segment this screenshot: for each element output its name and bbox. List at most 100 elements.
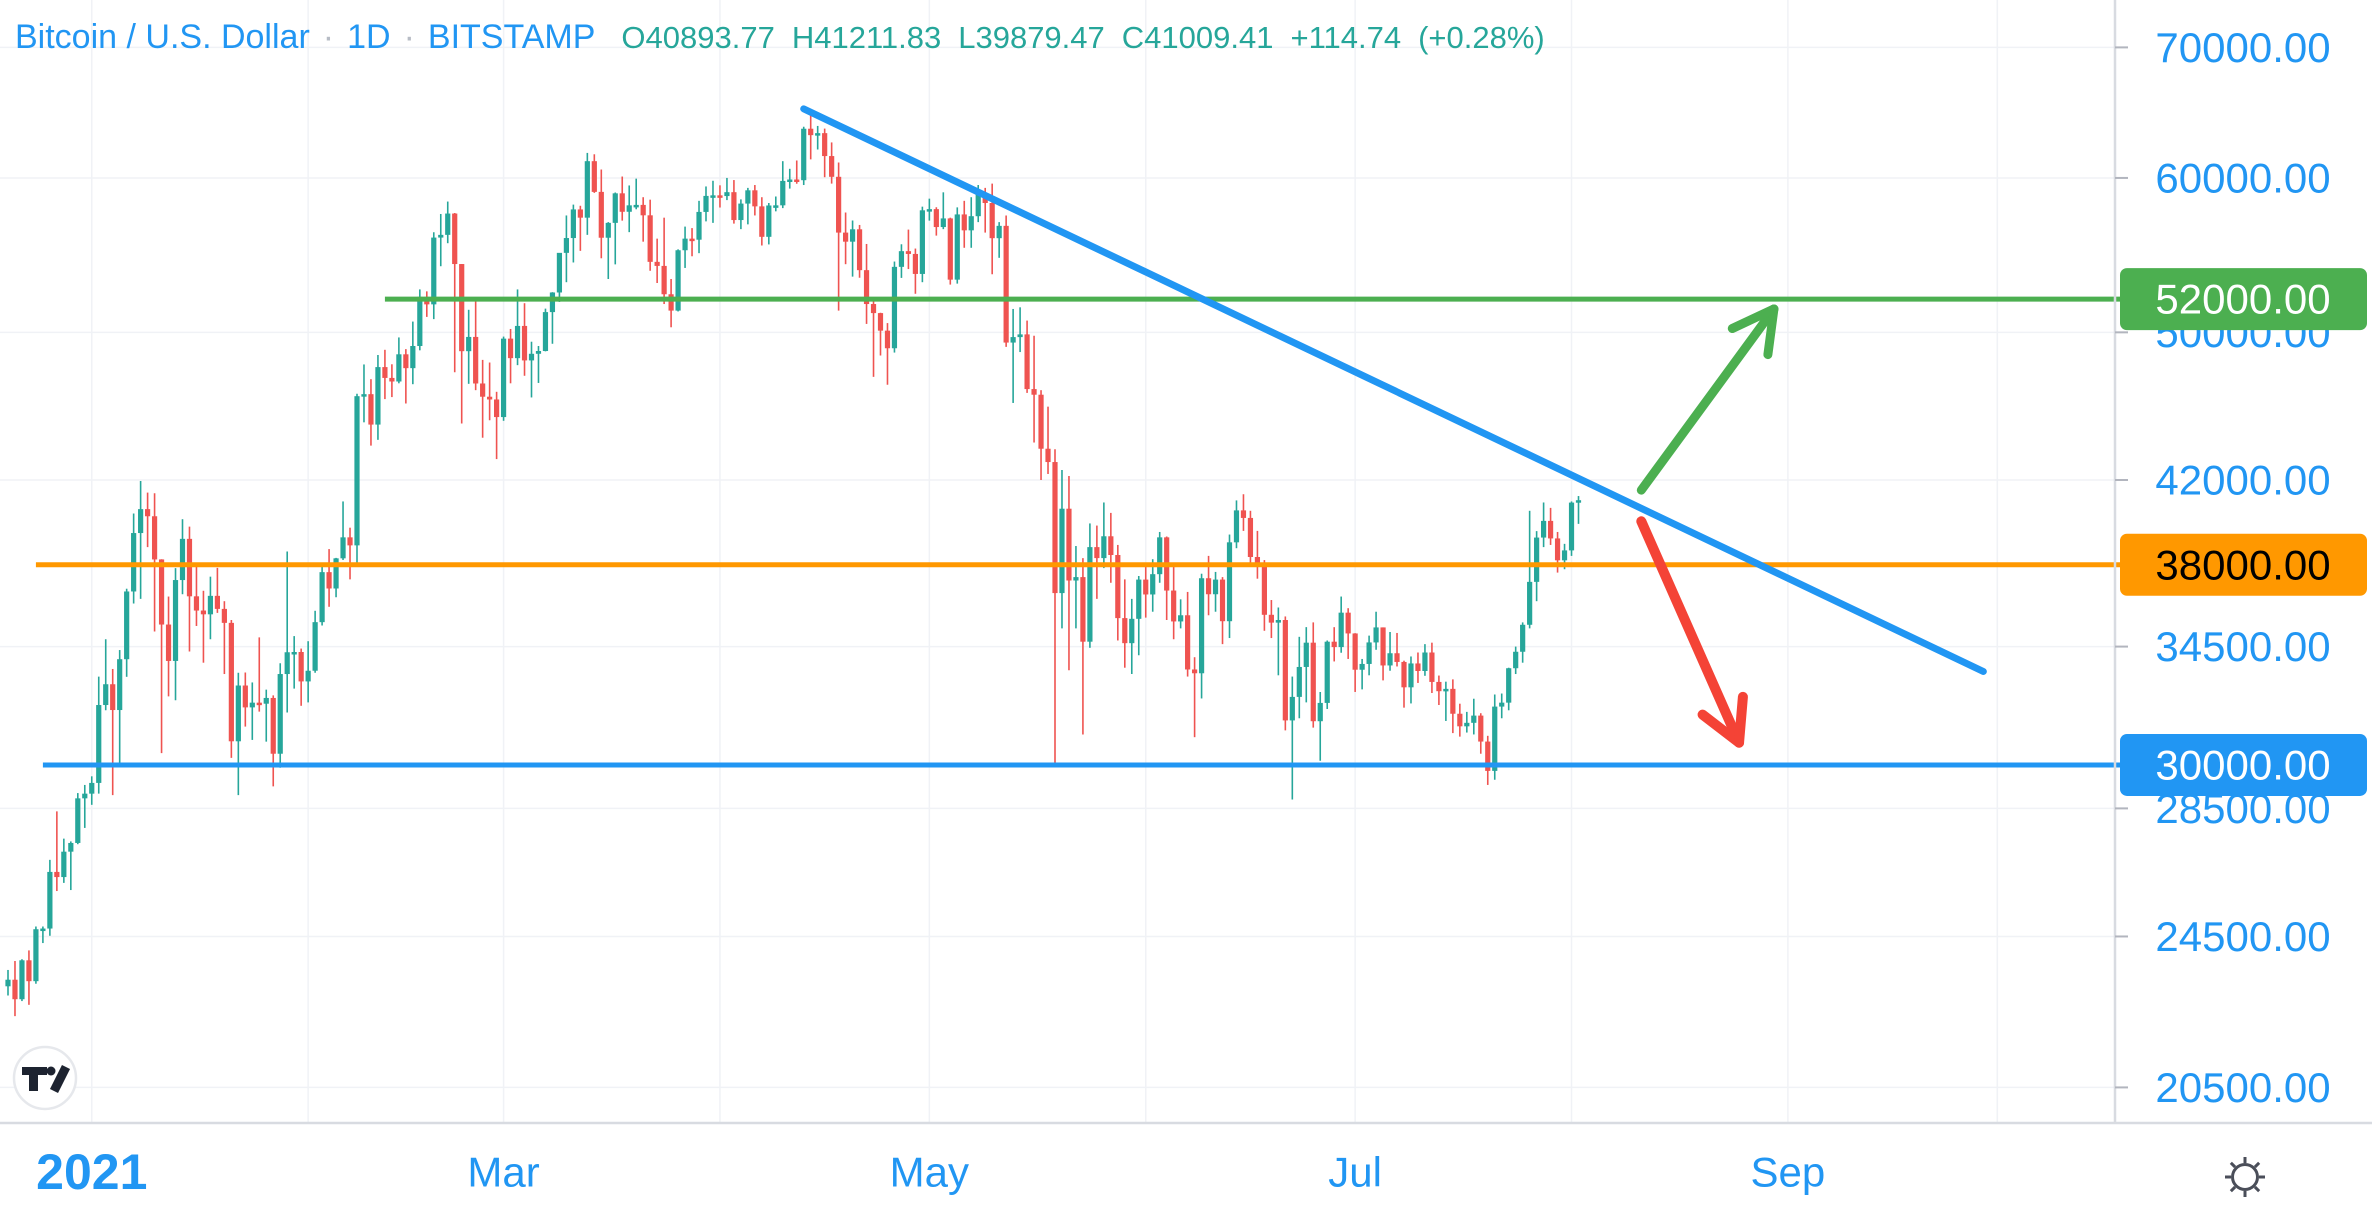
- candle-body: [1568, 502, 1575, 551]
- candle-body: [186, 538, 193, 597]
- candle-body: [1171, 590, 1177, 622]
- candle-body: [808, 128, 814, 136]
- price-axis-label: 24500.00: [2155, 913, 2330, 960]
- candle-body: [361, 394, 367, 397]
- candle-body: [1087, 547, 1093, 642]
- candle-body: [975, 193, 981, 217]
- candle-body: [291, 652, 297, 655]
- candle-body: [61, 851, 67, 878]
- candle-body: [89, 782, 95, 794]
- candle-body: [228, 622, 234, 742]
- candle-body: [689, 238, 695, 242]
- candle-body: [1534, 537, 1540, 582]
- symbol-title[interactable]: Bitcoin / U.S. Dollar: [15, 18, 310, 56]
- candle-body: [1219, 579, 1226, 622]
- candle-body: [1478, 715, 1484, 742]
- candle-body: [724, 192, 730, 197]
- candle-body: [640, 204, 646, 216]
- price-axis-label: 20500.00: [2155, 1064, 2330, 1111]
- legend-separator: ·: [403, 18, 415, 56]
- candle-body: [277, 674, 283, 754]
- candle-body: [151, 516, 158, 560]
- candle-body: [612, 193, 618, 223]
- price-axis-label: 70000.00: [2155, 24, 2330, 71]
- candle-body: [521, 325, 528, 361]
- exchange-label[interactable]: BITSTAMP: [427, 18, 596, 56]
- candle-body: [165, 624, 172, 661]
- candle-body: [626, 205, 632, 212]
- candle-body: [647, 215, 653, 262]
- price-badge-label: 30000.00: [2155, 741, 2330, 788]
- candle-body: [1575, 500, 1582, 503]
- candle-body: [1422, 652, 1428, 671]
- candle-body: [1457, 713, 1463, 727]
- tradingview-logo[interactable]: [12, 1045, 78, 1111]
- change-value: +114.74: [1290, 20, 1402, 55]
- change-pct-value: (+0.28%): [1418, 20, 1545, 55]
- candle-body: [172, 580, 179, 661]
- candle-body: [305, 670, 311, 682]
- candle-body: [1345, 612, 1351, 634]
- candle-body: [459, 264, 465, 352]
- candle-body: [214, 595, 220, 609]
- candle-body: [933, 209, 939, 228]
- candle-body: [661, 265, 667, 295]
- time-axis-month-label: Mar: [467, 1149, 539, 1196]
- candle-body: [12, 979, 18, 1000]
- candle-body: [68, 842, 74, 852]
- candle-body: [1101, 536, 1107, 559]
- candle-body: [1338, 612, 1344, 648]
- time-axis[interactable]: 2021 Mar May Jul Sep: [36, 1144, 1825, 1200]
- candle-body: [145, 509, 151, 517]
- close-value: C41009.41: [1121, 20, 1274, 55]
- bullish-breakout-arrow[interactable]: [1636, 304, 1779, 495]
- candle-body: [179, 538, 186, 581]
- candle-body: [731, 192, 737, 221]
- candle-body: [494, 399, 500, 418]
- candle-body: [124, 591, 130, 660]
- candle-body: [682, 238, 688, 251]
- low-value: L39879.47: [958, 20, 1105, 55]
- candle-body: [438, 234, 444, 238]
- descending-trendline[interactable]: [800, 105, 1987, 675]
- price-axis-label: 34500.00: [2155, 623, 2330, 670]
- candle-body: [1303, 642, 1309, 667]
- support-price-badge: 30000.00: [2120, 733, 2367, 796]
- candle-body: [1240, 510, 1247, 518]
- candle-body: [815, 133, 821, 136]
- candle-body: [117, 659, 123, 711]
- candle-body: [396, 354, 402, 382]
- candle-body: [870, 304, 877, 314]
- open-value: O40893.77: [621, 20, 775, 55]
- candle-body: [1464, 722, 1470, 727]
- candle-body: [138, 509, 144, 534]
- candle-body: [1198, 578, 1205, 674]
- candle-body: [110, 684, 116, 711]
- settings-gear-button[interactable]: [2225, 1157, 2265, 1197]
- candle-body: [5, 979, 11, 987]
- candle-body: [389, 377, 395, 382]
- candle-body: [1150, 574, 1156, 595]
- interval-label[interactable]: 1D: [347, 18, 391, 56]
- candle-body: [375, 367, 381, 425]
- candle-body: [1373, 627, 1379, 643]
- candle-body: [249, 702, 255, 708]
- candle-body: [542, 312, 549, 352]
- candle-body: [26, 960, 32, 982]
- candle-body: [417, 296, 423, 347]
- price-axis[interactable]: 70000.0060000.0050000.0042000.0034500.00…: [2115, 24, 2367, 1111]
- horizontal-gridlines: [0, 46, 2115, 1089]
- candle-body: [1547, 520, 1554, 539]
- candle-body: [1115, 555, 1121, 619]
- candle-body: [961, 214, 967, 231]
- candle-body: [598, 191, 604, 238]
- bearish-rejection-arrow[interactable]: [1636, 516, 1748, 748]
- candle-body: [1352, 633, 1358, 670]
- candle-body: [1310, 642, 1316, 722]
- candle-body: [710, 195, 716, 198]
- candle-body: [675, 250, 681, 311]
- candle-body: [410, 346, 416, 369]
- candle-body: [1073, 577, 1079, 581]
